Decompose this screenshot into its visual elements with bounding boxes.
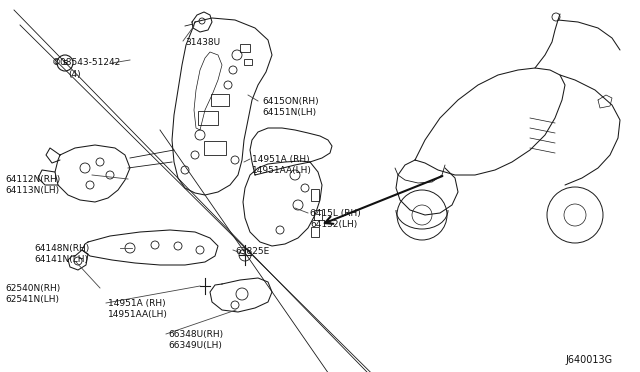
Text: 64113N(LH): 64113N(LH) [5,186,59,195]
Text: 64141N(LH): 64141N(LH) [34,255,88,264]
Text: ©08543-51242: ©08543-51242 [52,58,121,67]
Text: 66349U(LH): 66349U(LH) [168,341,222,350]
Text: 64152(LH): 64152(LH) [310,220,357,229]
Text: (4): (4) [68,70,81,79]
Text: 62541N(LH): 62541N(LH) [5,295,59,304]
Text: 62540N(RH): 62540N(RH) [5,284,60,293]
Text: 66348U(RH): 66348U(RH) [168,330,223,339]
Text: 14951A (RH): 14951A (RH) [252,155,310,164]
Text: 31438U: 31438U [185,38,220,47]
Text: 6415L (RH): 6415L (RH) [310,209,361,218]
Text: 64151N(LH): 64151N(LH) [262,108,316,117]
Text: S: S [63,60,67,66]
Text: 14951AA(LH): 14951AA(LH) [108,310,168,319]
Text: 63825E: 63825E [235,247,269,256]
Text: 14951A (RH): 14951A (RH) [108,299,166,308]
Text: 6415ON(RH): 6415ON(RH) [262,97,319,106]
Text: 64112N(RH): 64112N(RH) [5,175,60,184]
Text: J640013G: J640013G [565,355,612,365]
Text: 14951AA(LH): 14951AA(LH) [252,166,312,175]
Text: 64148N(RH): 64148N(RH) [34,244,89,253]
